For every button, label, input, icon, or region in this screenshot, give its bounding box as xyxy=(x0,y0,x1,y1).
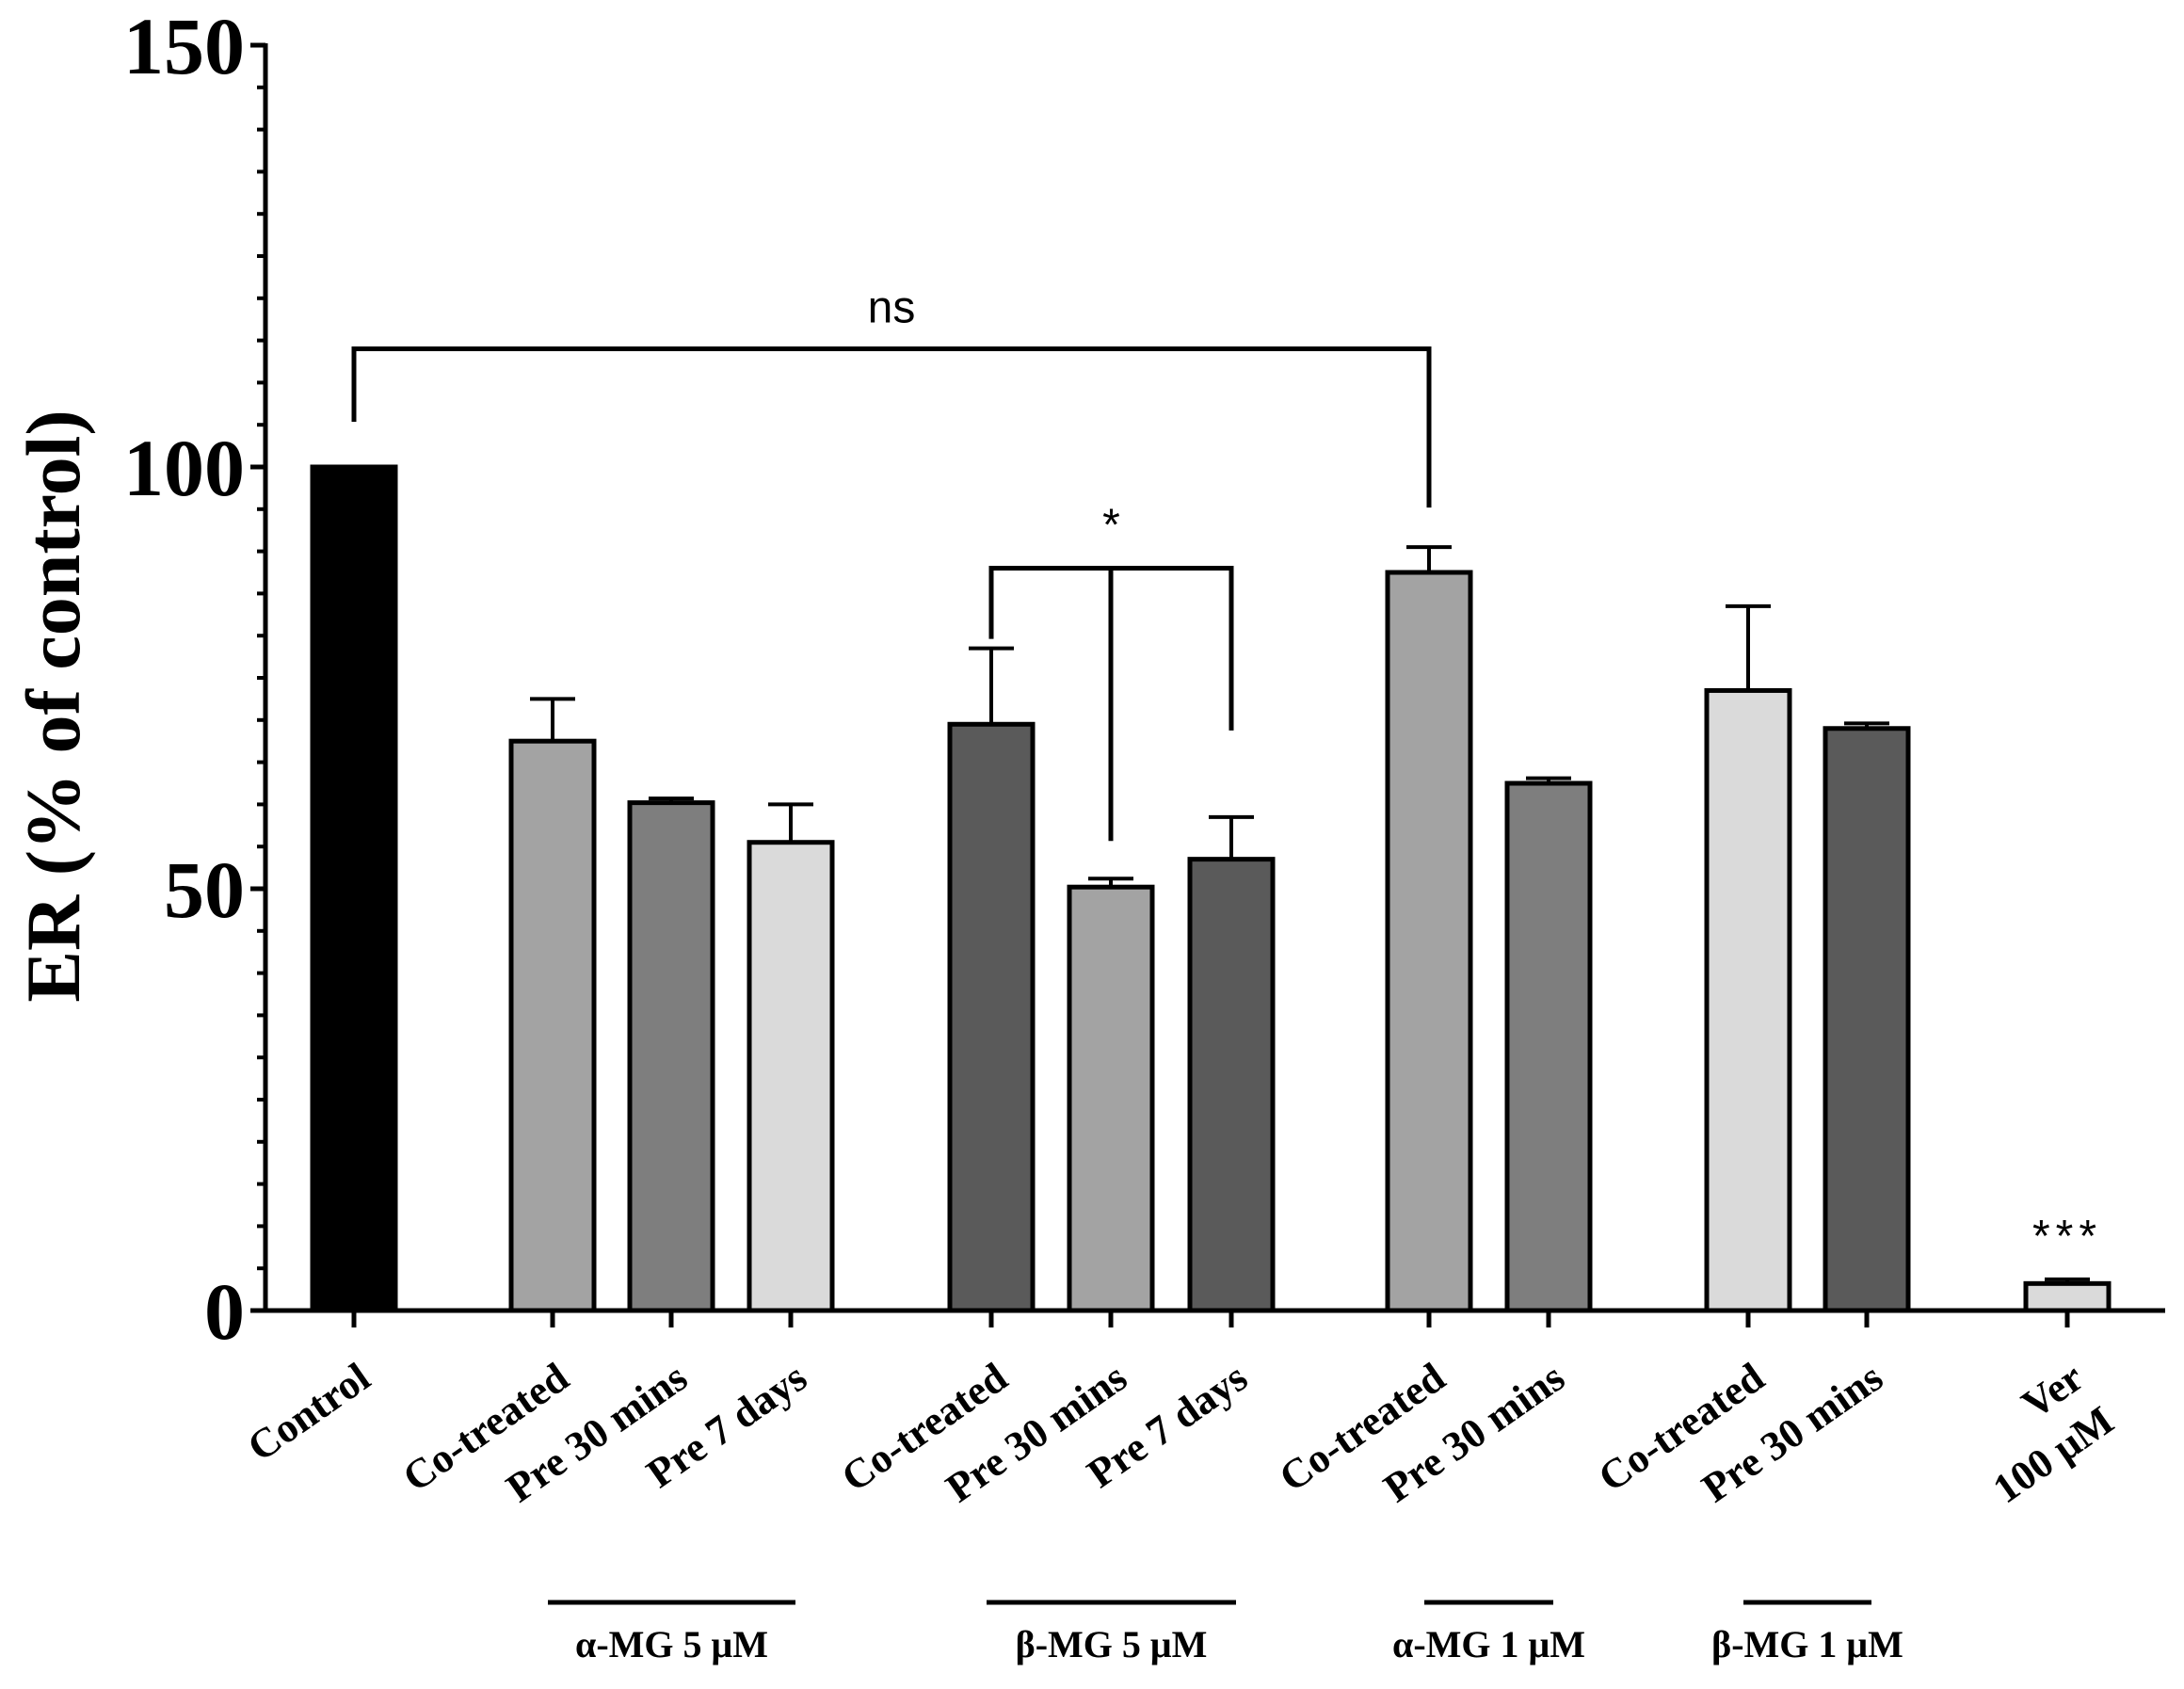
significance-label: *** xyxy=(2032,1212,2102,1262)
group-label: β-MG 5 μM xyxy=(1016,1623,1208,1665)
bar[interactable] xyxy=(1385,570,1473,1313)
category-label-line: Control xyxy=(239,1354,378,1471)
bars xyxy=(310,464,2112,1313)
category-label: Ver100 μM xyxy=(1954,1354,2122,1512)
bar[interactable] xyxy=(310,464,398,1313)
bar[interactable] xyxy=(1187,857,1276,1313)
bar[interactable] xyxy=(947,721,1036,1313)
bar[interactable] xyxy=(1504,780,1593,1313)
y-tick-label: 100 xyxy=(123,423,245,513)
y-tick-label: 0 xyxy=(204,1266,245,1357)
significance-label: ns xyxy=(868,283,916,333)
bar[interactable] xyxy=(1067,884,1155,1313)
significance-label: * xyxy=(1102,501,1120,551)
bar[interactable] xyxy=(747,840,835,1313)
axes: 0 50 100 150 ER (% of control) xyxy=(10,1,2165,1357)
bar[interactable] xyxy=(2023,1280,2112,1313)
y-tick-label: 50 xyxy=(164,844,245,935)
bar[interactable] xyxy=(1704,687,1792,1313)
bar[interactable] xyxy=(508,738,597,1313)
annotations: ns**** xyxy=(351,283,2102,1262)
bar[interactable] xyxy=(627,800,715,1313)
significance-bracket xyxy=(351,346,1432,508)
y-axis-label: ER (% of control) xyxy=(10,410,96,1002)
group-label: α-MG 1 μM xyxy=(1392,1623,1585,1665)
bar[interactable] xyxy=(1823,726,1911,1313)
y-tick-label: 150 xyxy=(123,1,245,91)
group-label: α-MG 5 μM xyxy=(575,1623,768,1665)
category-label: Control xyxy=(239,1354,378,1471)
group-label: β-MG 1 μM xyxy=(1711,1623,1903,1665)
